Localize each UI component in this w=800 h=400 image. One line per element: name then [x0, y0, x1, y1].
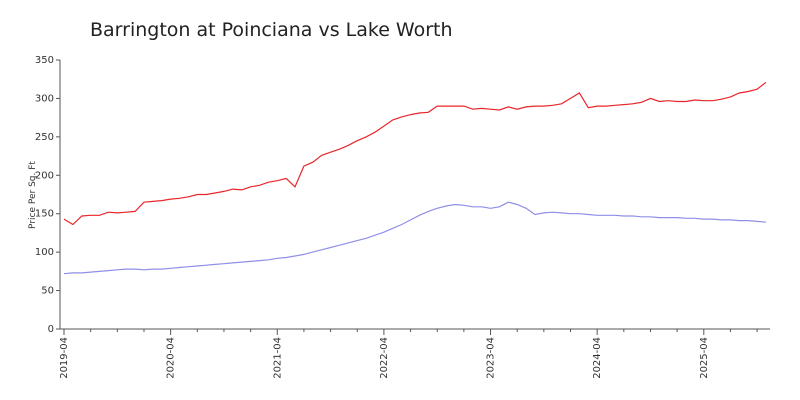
x-tick-label: 2022-04: [379, 337, 390, 379]
x-tick-label: 2021-04: [272, 337, 283, 379]
series-line: [63, 81, 767, 226]
x-tick-label: 2024-04: [592, 337, 603, 379]
y-tick-label: 150: [35, 209, 54, 220]
chart-title: Barrington at Poinciana vs Lake Worth: [90, 19, 453, 41]
series-line: [63, 201, 767, 275]
x-tick-label: 2023-04: [486, 337, 497, 379]
y-tick-label: 0: [48, 324, 54, 335]
y-tick-label: 350: [35, 55, 54, 66]
x-tick-label: 2025-04: [699, 337, 710, 379]
y-tick-label: 250: [35, 132, 54, 143]
y-tick-label: 100: [35, 247, 54, 258]
y-tick-label: 300: [35, 93, 54, 104]
y-tick-label: 50: [41, 286, 54, 297]
y-tick-label: 200: [35, 170, 54, 181]
y-axis-label: Price Per Sq. Ft: [28, 161, 38, 229]
x-tick-label: 2020-04: [166, 337, 177, 379]
x-tick-label: 2019-04: [59, 337, 70, 379]
